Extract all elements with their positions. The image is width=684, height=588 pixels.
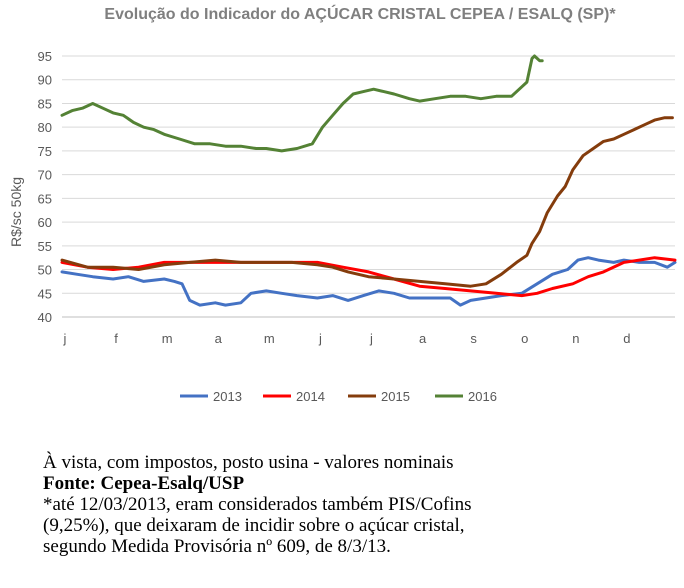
sugar-price-chart: Evolução do Indicador do AÇÚCAR CRISTAL … [8,4,677,404]
x-tick-label: n [572,331,579,346]
x-tick-label: d [623,331,630,346]
chart-series [60,54,677,307]
footnote-line-2: (9,25%), que deixaram de incidir sobre o… [43,515,465,536]
footnote-line-3: segundo Medida Provisória nº 609, de 8/3… [43,536,391,557]
source-note: Fonte: Cepea-Esalq/USP [43,473,245,494]
chart-notes: À vista, com impostos, posto usina - val… [43,452,673,557]
y-axis-ticks: 40 45 50 55 60 65 70 75 80 85 90 95 [38,49,52,325]
chart-gridlines [62,55,675,318]
x-tick-label: m [162,331,173,346]
x-tick-label: o [521,331,528,346]
chart-legend: 2013 2014 2015 2016 [180,389,497,404]
y-axis-label: R$/sc 50kg [8,177,24,247]
footnote-line-1: *até 12/03/2013, eram considerados també… [43,494,472,515]
series-line-2016 [60,54,544,153]
y-tick-label: 65 [38,191,52,206]
y-tick-label: 40 [38,310,52,325]
series-line-2015 [60,116,674,288]
legend-label-2015: 2015 [381,389,410,404]
x-tick-label: s [470,331,477,346]
y-tick-label: 55 [38,239,52,254]
y-tick-label: 70 [38,168,52,183]
x-tick-label: f [114,331,118,346]
y-tick-label: 95 [38,49,52,64]
x-tick-label: j [369,331,373,346]
price-note: À vista, com impostos, posto usina - val… [43,452,454,473]
series-line-2013 [60,256,677,307]
y-tick-label: 90 [38,73,52,88]
y-tick-label: 75 [38,144,52,159]
x-tick-label: j [63,331,67,346]
y-tick-label: 80 [38,120,52,135]
x-tick-label: a [419,331,427,346]
legend-label-2016: 2016 [468,389,497,404]
x-tick-label: m [264,331,275,346]
legend-label-2014: 2014 [296,389,325,404]
chart-title: Evolução do Indicador do AÇÚCAR CRISTAL … [104,4,616,23]
y-tick-label: 60 [38,215,52,230]
y-tick-label: 85 [38,96,52,111]
legend-label-2013: 2013 [213,389,242,404]
x-tick-label: a [215,331,223,346]
x-tick-label: j [318,331,322,346]
y-tick-label: 45 [38,286,52,301]
y-tick-label: 50 [38,263,52,278]
